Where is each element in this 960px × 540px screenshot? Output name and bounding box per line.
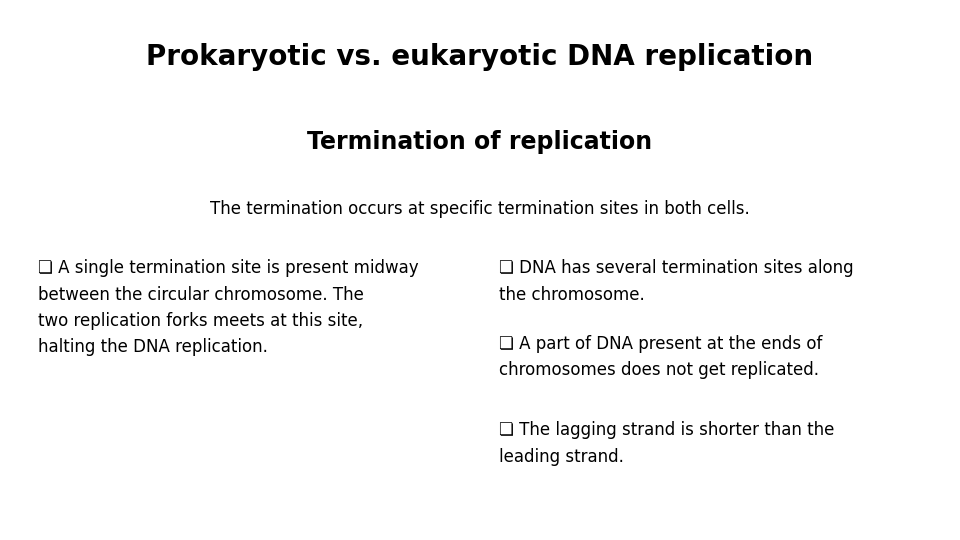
Text: ❏ DNA has several termination sites along
the chromosome.: ❏ DNA has several termination sites alon… — [499, 259, 853, 303]
Text: Termination of replication: Termination of replication — [307, 130, 653, 153]
Text: The termination occurs at specific termination sites in both cells.: The termination occurs at specific termi… — [210, 200, 750, 218]
Text: ❏ A part of DNA present at the ends of
chromosomes does not get replicated.: ❏ A part of DNA present at the ends of c… — [499, 335, 823, 379]
Text: ❏ A single termination site is present midway
between the circular chromosome. T: ❏ A single termination site is present m… — [38, 259, 419, 356]
Text: Prokaryotic vs. eukaryotic DNA replication: Prokaryotic vs. eukaryotic DNA replicati… — [147, 43, 813, 71]
Text: ❏ The lagging strand is shorter than the
leading strand.: ❏ The lagging strand is shorter than the… — [499, 421, 834, 465]
